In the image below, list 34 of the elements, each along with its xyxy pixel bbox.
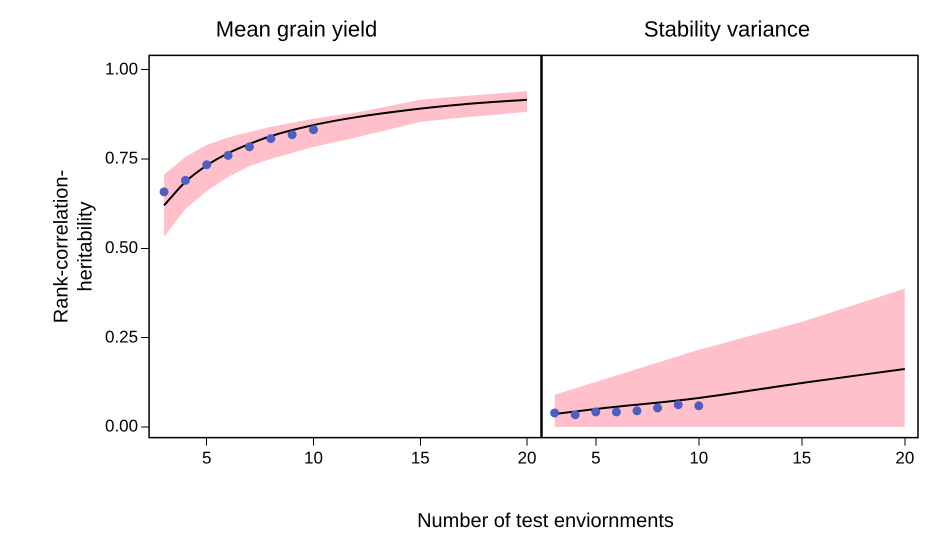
x-tick-label: 10 xyxy=(689,448,708,468)
y-axis-title: Rank-correlation-heritability xyxy=(50,170,97,324)
x-tick-label: 20 xyxy=(518,448,537,468)
point xyxy=(266,134,276,144)
point xyxy=(160,187,169,196)
point xyxy=(309,125,318,134)
x-tick-label: 10 xyxy=(304,448,323,468)
point xyxy=(612,407,621,416)
y-tick-label: 0.25 xyxy=(104,327,138,346)
chart-title: Stability variance xyxy=(644,16,810,42)
point xyxy=(288,130,297,140)
x-tick-label: 20 xyxy=(895,448,914,468)
y-tick-label: 0.00 xyxy=(104,416,138,436)
y-tick-label: 1.00 xyxy=(104,59,138,78)
point xyxy=(694,401,704,410)
point xyxy=(570,410,580,420)
point xyxy=(244,142,254,152)
y-tick-label: 0.75 xyxy=(104,148,138,168)
chart-title: Mean grain yield xyxy=(216,16,378,42)
x-tick-label: 5 xyxy=(591,448,601,468)
y-tick-label: 0.50 xyxy=(104,238,138,257)
point xyxy=(180,176,190,185)
x-tick-label: 15 xyxy=(792,448,812,468)
point xyxy=(224,150,233,160)
point xyxy=(550,408,560,418)
line-series xyxy=(163,98,528,206)
point xyxy=(674,400,683,410)
x-axis-title: Number of test enviornments xyxy=(416,510,675,533)
point xyxy=(202,160,212,170)
point xyxy=(632,406,642,416)
point xyxy=(653,403,662,412)
x-tick-label: 15 xyxy=(410,448,430,468)
x-tick-label: 5 xyxy=(202,448,212,468)
point xyxy=(591,407,600,416)
